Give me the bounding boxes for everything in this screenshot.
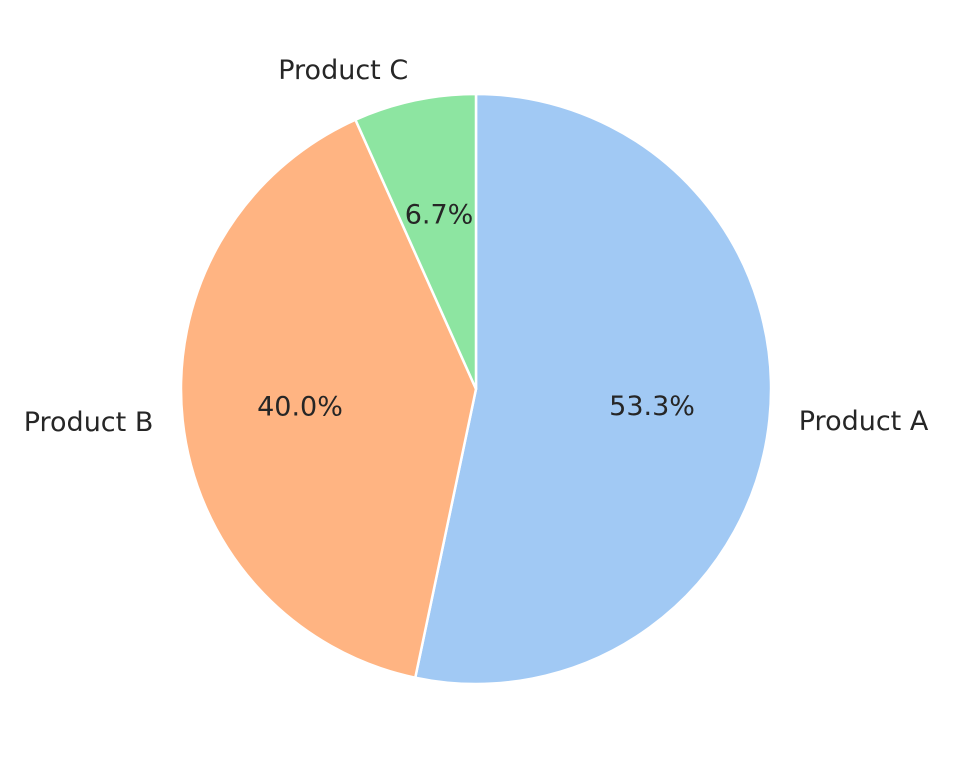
- percent-label: 40.0%: [257, 391, 343, 422]
- pie-slice-product-c: [354, 92, 478, 391]
- category-label: Product B: [24, 407, 154, 438]
- percent-label: 6.7%: [405, 199, 474, 230]
- percent-label: 53.3%: [609, 391, 695, 422]
- percent-labels: 53.3% 40.0% 6.7%: [257, 199, 695, 422]
- category-labels: Product A Product B Product C: [24, 55, 929, 438]
- pie-slices: [179, 92, 773, 686]
- category-label: Product C: [278, 55, 408, 86]
- pie-slice-product-a: [414, 92, 773, 686]
- pie-slice-product-b: [179, 118, 478, 679]
- category-label: Product A: [799, 406, 929, 437]
